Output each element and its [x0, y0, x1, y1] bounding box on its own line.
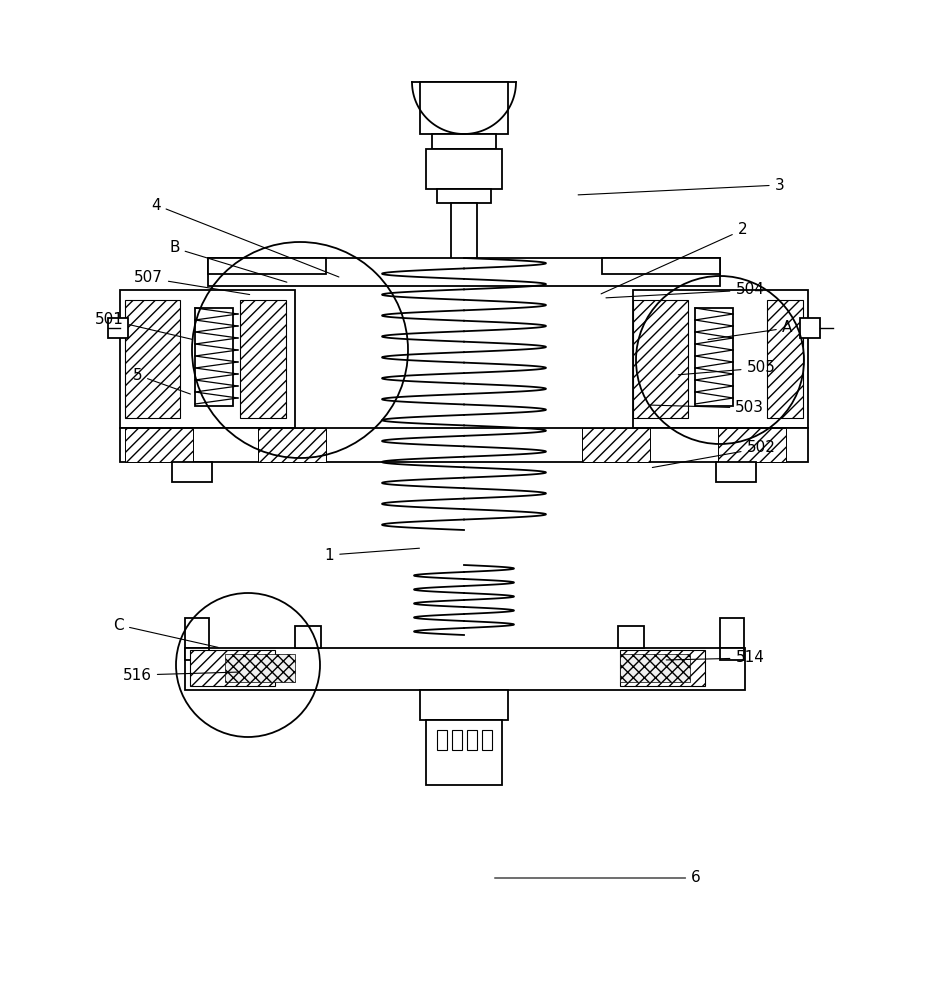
Text: B: B [169, 240, 286, 282]
Bar [466, 730, 476, 750]
Text: C: C [113, 617, 218, 647]
Bar [208, 258, 325, 274]
Bar [184, 618, 209, 648]
Text: 5: 5 [133, 367, 190, 394]
Bar [799, 318, 819, 338]
Bar [125, 300, 180, 418]
Bar [451, 730, 462, 750]
Text: 502: 502 [652, 440, 775, 468]
Bar [184, 648, 744, 690]
Bar [694, 308, 732, 406]
Bar [120, 290, 295, 428]
Text: 516: 516 [122, 668, 238, 682]
Bar [184, 648, 209, 660]
Bar [481, 730, 491, 750]
Text: 4: 4 [151, 198, 338, 277]
Bar [437, 189, 490, 203]
Text: 6: 6 [494, 870, 700, 886]
Bar [190, 650, 274, 686]
Bar [717, 428, 785, 462]
Bar [171, 462, 211, 482]
Bar [208, 258, 719, 286]
Bar [425, 149, 502, 189]
Bar [619, 650, 705, 686]
Bar [420, 690, 507, 720]
Text: 2: 2 [601, 223, 746, 294]
Bar [125, 428, 193, 462]
Bar [632, 290, 807, 428]
Bar [258, 428, 325, 462]
Bar [425, 720, 502, 785]
Text: 3: 3 [578, 178, 783, 195]
Text: 503: 503 [650, 400, 764, 416]
Bar [295, 626, 321, 648]
Bar [719, 618, 743, 648]
Bar [120, 428, 807, 462]
Text: 1: 1 [324, 548, 419, 562]
Bar [420, 82, 507, 134]
Text: 507: 507 [133, 270, 249, 295]
Bar [767, 300, 802, 418]
Text: A: A [707, 320, 792, 340]
Bar [617, 626, 643, 648]
Bar [716, 462, 756, 482]
Bar [437, 730, 447, 750]
Bar [719, 648, 743, 660]
Bar [632, 300, 687, 418]
Bar [195, 308, 233, 406]
Text: 505: 505 [678, 360, 775, 375]
Bar [619, 654, 690, 682]
Text: 504: 504 [605, 282, 764, 298]
Bar [240, 300, 286, 418]
Bar [432, 134, 495, 149]
Bar [451, 203, 476, 260]
Text: 514: 514 [666, 650, 764, 666]
Bar [224, 654, 295, 682]
Text: 501: 501 [95, 312, 192, 339]
Bar [602, 258, 719, 274]
Bar [581, 428, 649, 462]
Bar [108, 318, 128, 338]
